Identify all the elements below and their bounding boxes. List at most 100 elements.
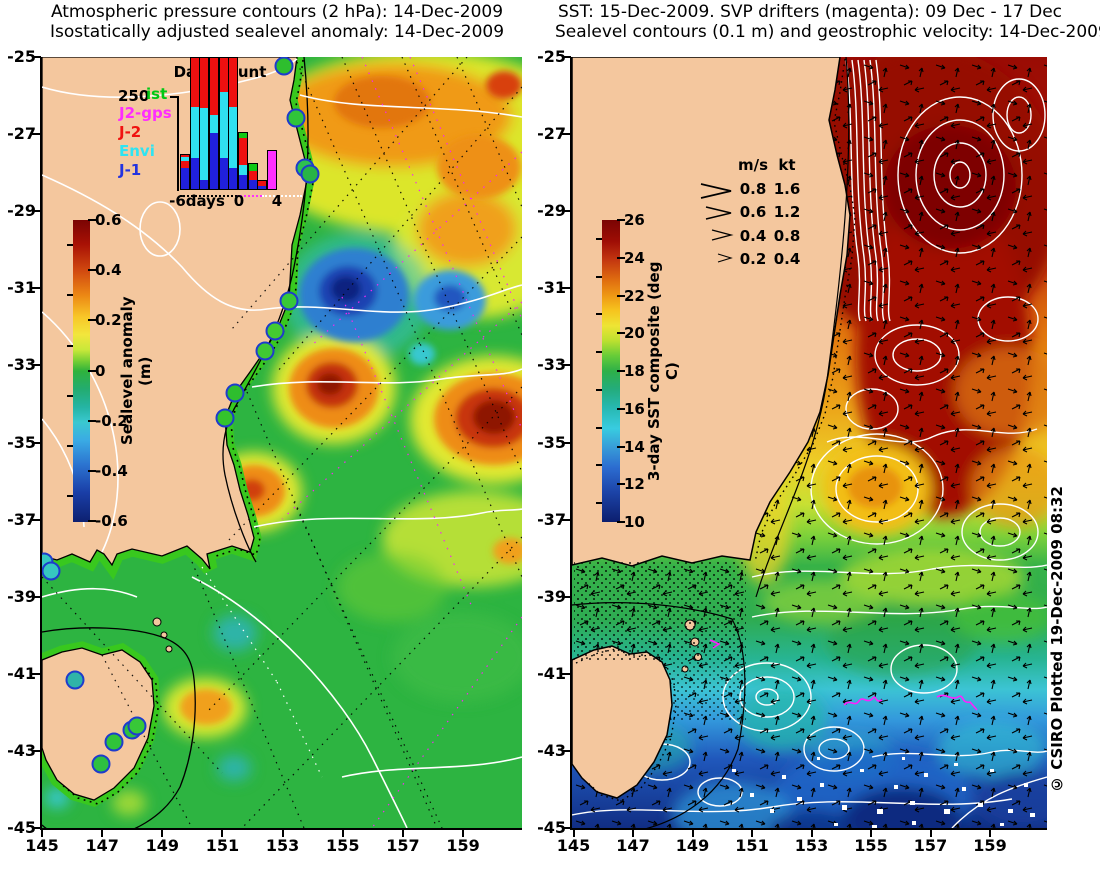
sealevel-cbar-tick-label: -0.6 [95,512,128,531]
sealevel-cbar-tick [88,319,96,322]
hist-bar-outline [248,162,258,190]
hist-bar-segment [238,131,248,138]
hist-bar-segment [219,158,229,190]
sealevel-cbar-minor-tick [67,244,73,247]
hist-legend-item: Envi [119,142,155,160]
shelf-contour-right [571,56,850,836]
hist-x-label: 0 [233,192,245,210]
sst-cbar-minor-tick [596,313,602,316]
lon-tick [101,828,104,837]
lat-label: -39 [7,586,36,606]
sst-cbar-tick-label: 26 [624,211,645,229]
lat-label: -35 [537,432,566,452]
hist-bar-segment [199,179,209,190]
lat-label: -37 [7,509,36,529]
velocity-value-kt: 1.2 [773,203,801,222]
sst-cbar-tick-label: 20 [624,324,645,343]
sst-cbar-tick-label: 16 [624,399,645,418]
lon-tick [632,828,634,837]
velocity-value-kt: 0.4 [773,249,801,268]
hist-bar-segment [180,160,190,168]
sst-cbar-tick [617,483,625,486]
lat-label: -29 [537,201,566,221]
hist-bar-segment [257,186,267,190]
tas-stipple [45,651,159,805]
lon-tick [221,828,224,837]
sst-cbar-minor-tick [596,275,602,278]
right-title-line1: SST: 15-Dec-2009. SVP drifters (magenta)… [557,2,1063,22]
hist-bar-outline [238,131,248,190]
hist-bar-segment [248,162,258,171]
lon-label: 157 [386,836,420,855]
sst-cbar-tick-label: 10 [624,513,645,531]
hist-track-dots-magenta [237,195,262,197]
lon-label: 153 [265,836,300,855]
lon-tick [989,828,991,837]
hist-legend-item: ist [146,85,168,103]
sealevel-cbar-tick-label: -0.4 [95,462,128,480]
lat-tick [562,56,571,58]
lat-label: -43 [537,740,566,760]
lat-label: -31 [7,278,36,298]
sealevel-cbar-minor-tick [67,344,73,347]
lat-tick [32,595,41,598]
right-map-svg [571,47,1067,855]
lon-tick [462,828,465,837]
pressure-contours [41,58,523,829]
sealevel-cbar-tick [88,269,96,272]
lat-label: -33 [7,355,36,375]
velocity-arrow-icons [700,183,734,263]
sst-cbar-tick-label: 14 [624,437,645,456]
hist-bar-segment [209,56,219,116]
lat-tick [562,749,571,752]
sealevel-cbar-tick [88,369,96,372]
hist-bar-segment [199,56,209,108]
lat-tick [562,287,571,290]
hist-track-dots-black [180,195,237,197]
hist-bar-segment [190,107,200,159]
hist-bar-outline [209,56,219,190]
lon-tick [929,828,932,837]
lat-tick [562,595,571,598]
lat-label: -43 [7,740,36,760]
right-map-sst [570,47,1067,855]
sst-cbar-minor-tick [596,351,602,354]
lon-tick [751,828,753,837]
lat-tick [562,672,571,675]
credit-text: © CSIRO Plotted 19-Dec-2009 08:32 [1048,486,1066,794]
sealevel-cbar-tick-label: 0.2 [95,311,122,330]
hist-bar-segment [248,179,258,190]
lat-tick [32,518,41,521]
hist-y-axis [177,96,179,191]
lat-label: -45 [537,818,566,837]
lon-label: 145 [556,836,591,855]
lon-label: 159 [446,836,480,855]
lat-tick [32,133,41,136]
lon-label: 159 [973,836,1007,855]
hist-bar-segment [209,115,219,133]
sst-cbar-minor-tick [596,388,602,391]
hist-bar-outline [267,150,277,190]
lon-label: 157 [913,836,948,855]
velocity-value-kt: 1.6 [773,180,801,198]
sst-cbar-tick [617,294,625,297]
hist-legend-item: J-2 [119,123,142,141]
lat-label: -27 [7,124,36,144]
hist-y-tick-label: 250 [118,87,150,105]
lon-label: 151 [205,836,240,855]
hist-bar-segment [180,157,190,161]
hist-bar-segment [228,107,238,168]
left-map-svg [34,50,597,840]
lat-label: -25 [7,47,36,66]
lon-label: 149 [675,836,710,855]
sst-cbar-minor-tick [596,464,602,467]
tide-gauge-stations [34,56,320,774]
hist-x-label: 4 [271,192,283,210]
lon-tick [161,828,164,837]
lat-label: -31 [537,278,566,298]
lat-label: -41 [7,663,36,683]
lat-label: -37 [537,509,566,529]
sst-cbar-tick-label: 18 [624,362,645,380]
sst-cbar-minor-tick [596,237,602,240]
sst-cbar-tick-label: 12 [624,475,645,494]
